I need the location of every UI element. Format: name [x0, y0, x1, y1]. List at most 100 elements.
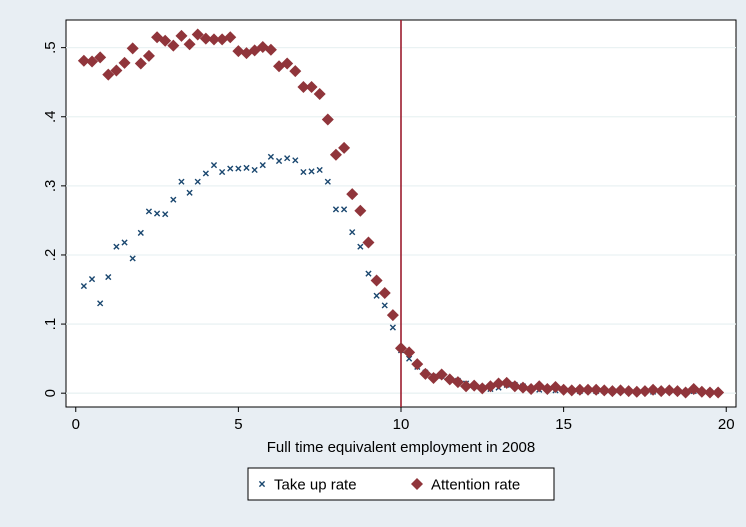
take-up-point [227, 165, 234, 172]
attention-point [573, 383, 586, 396]
attention-point [191, 28, 204, 41]
x-axis-title: Full time equivalent employment in 2008 [267, 439, 535, 456]
take-up-point [267, 153, 274, 160]
take-up-point [251, 166, 258, 174]
attention-point [590, 383, 603, 396]
attention-point [712, 386, 725, 399]
take-up-point [357, 243, 364, 250]
legend-x-marker [258, 480, 266, 488]
take-up-point [332, 206, 340, 213]
attention-point [289, 65, 302, 78]
y-tick-label: .2 [42, 249, 59, 262]
legend-label-take-up: Take up rate [274, 477, 357, 494]
axes: 0 .1 .2 .3 .4 .5 0 5 10 15 20 [42, 41, 735, 433]
take-up-point [202, 170, 209, 177]
take-up-point [129, 255, 136, 262]
series-attention-rate [77, 28, 725, 399]
attention-point [199, 32, 212, 45]
attention-point [118, 56, 131, 69]
attention-point [207, 33, 220, 46]
y-tick-label: .4 [42, 110, 59, 123]
take-up-point [308, 168, 315, 175]
attention-point [582, 383, 595, 396]
take-up-point [121, 239, 128, 246]
attention-point [354, 204, 367, 217]
attention-point [419, 367, 432, 380]
legend: Take up rate Attention rate [247, 467, 555, 501]
attention-point [492, 377, 505, 390]
attention-point [281, 57, 294, 70]
take-up-point [186, 189, 193, 196]
take-up-point [243, 164, 250, 171]
attention-point [671, 385, 684, 398]
attention-point [126, 42, 139, 55]
take-up-point [340, 206, 348, 213]
legend-marker-attention [411, 478, 423, 490]
legend-box [247, 467, 555, 501]
take-up-point [80, 282, 87, 290]
attention-point [655, 385, 668, 398]
attention-point [313, 87, 326, 100]
attention-point [614, 384, 627, 397]
attention-point [378, 286, 391, 299]
attention-point [606, 385, 619, 398]
attention-point [94, 51, 107, 64]
attention-point [395, 342, 407, 355]
take-up-point [349, 229, 356, 236]
attention-point [167, 39, 180, 52]
attention-point [362, 236, 375, 249]
attention-point [663, 384, 676, 397]
take-up-point [292, 157, 299, 164]
take-up-point [162, 211, 169, 218]
attention-point [703, 386, 716, 399]
take-up-point [406, 355, 413, 362]
y-tick-label: .5 [42, 41, 59, 54]
attention-point [386, 309, 399, 322]
x-tick-label: 15 [555, 416, 572, 433]
attention-point [476, 382, 489, 395]
take-up-point [381, 302, 388, 309]
attention-point [565, 384, 578, 397]
y-tick-label: .1 [42, 318, 59, 331]
take-up-point [153, 210, 161, 217]
attention-point [183, 38, 196, 51]
take-up-point [210, 162, 218, 169]
legend-label-attention: Attention rate [431, 477, 520, 494]
attention-point [86, 55, 99, 68]
take-up-point [113, 243, 120, 250]
take-up-point [88, 276, 96, 283]
take-up-point [284, 155, 291, 162]
attention-point [305, 81, 318, 94]
attention-point [110, 64, 123, 77]
attention-point [695, 385, 708, 398]
take-up-point [105, 273, 112, 281]
x-tick-label: 10 [393, 416, 410, 433]
attention-point [630, 385, 643, 398]
attention-point [338, 141, 351, 154]
take-up-point [324, 178, 331, 185]
take-up-point [145, 208, 153, 215]
take-up-point [235, 165, 242, 172]
take-up-point [170, 196, 177, 203]
take-up-point [365, 270, 372, 277]
attention-point [216, 33, 229, 46]
x-tick-label: 0 [72, 416, 80, 433]
attention-point [516, 381, 529, 394]
attention-point [622, 385, 635, 398]
attention-point [647, 383, 660, 396]
attention-point [598, 384, 611, 397]
y-tick-label: .3 [42, 180, 59, 193]
attention-point [411, 358, 424, 371]
take-up-point [137, 229, 144, 236]
take-up-point [373, 292, 380, 299]
take-up-point [275, 157, 283, 165]
attention-point [435, 368, 448, 381]
attention-point [638, 385, 651, 398]
attention-point [142, 49, 155, 62]
attention-point [541, 383, 554, 396]
attention-point [175, 29, 188, 42]
attention-point [297, 81, 310, 94]
attention-point [134, 57, 147, 70]
